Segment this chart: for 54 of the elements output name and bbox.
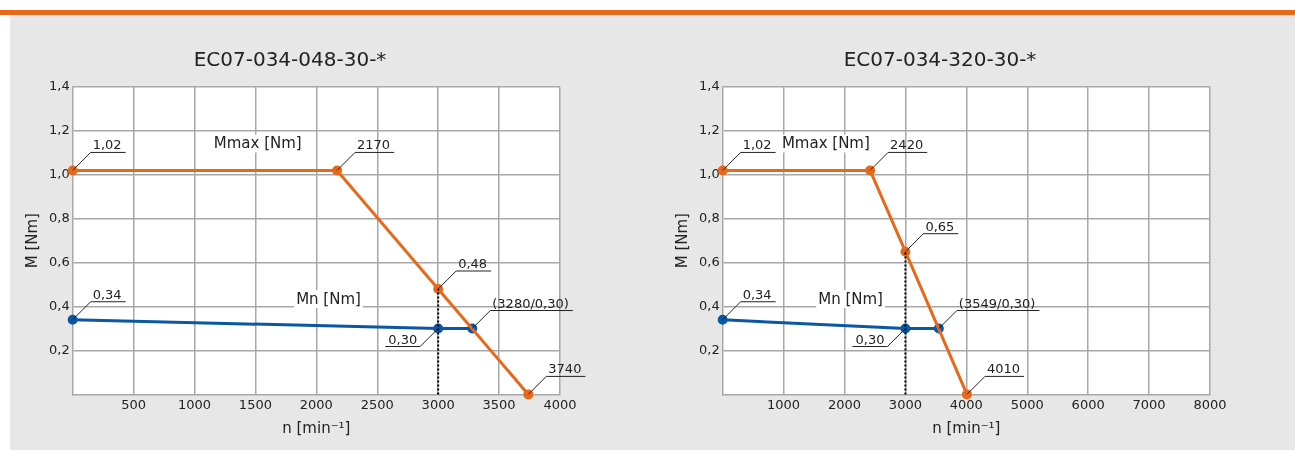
x-axis-title: n [min⁻¹] [282, 418, 351, 437]
series-label: Mmax [Nm] [781, 134, 870, 153]
x-tick-label: 2000 [299, 396, 333, 412]
data-label: (3549/0,30) [958, 295, 1036, 311]
x-tick-label: 8000 [1193, 396, 1227, 412]
data-label: 0,30 [855, 331, 885, 347]
y-tick-label: 0,8 [698, 210, 720, 226]
y-tick-label: 1,0 [698, 166, 720, 182]
y-tick-label: 0,6 [48, 254, 70, 270]
annotation: 4010 [986, 361, 1021, 377]
y-tick-label: 1,4 [698, 78, 720, 94]
y-tick-label: 0,2 [698, 341, 720, 357]
annotation: 2170 [357, 137, 391, 153]
y-tick-label: 1,2 [48, 122, 70, 138]
x-tick-label: 1000 [767, 396, 801, 412]
x-tick-label: 3000 [421, 396, 455, 412]
y-tick-label: 0,8 [48, 210, 70, 226]
data-label: 1,02 [742, 137, 772, 153]
x-tick-label: 2500 [360, 396, 394, 412]
annotation: 3740 [548, 361, 582, 377]
series-label: Mn [Nm] [818, 289, 883, 308]
series-label: Mn [Nm] [296, 289, 361, 308]
y-tick-label: 0,2 [48, 341, 70, 357]
data-label: 0,48 [458, 256, 488, 272]
series-label: Mmax [Nm] [213, 134, 302, 153]
y-axis-title: M [Nm] [672, 213, 691, 269]
data-label: 0,34 [742, 286, 772, 302]
x-tick-label: 2000 [827, 396, 862, 412]
y-tick-label: 0,4 [698, 297, 720, 313]
x-tick-label: 7000 [1132, 396, 1166, 412]
chart-title: EC07-034-048-30-* [193, 47, 387, 72]
x-tick-label: 5000 [1010, 396, 1044, 412]
data-label: 1,02 [92, 137, 122, 153]
x-tick-label: 1000 [177, 396, 212, 412]
x-tick-label: 1500 [238, 396, 272, 412]
data-label: 0,30 [388, 331, 418, 347]
data-label: 0,34 [92, 286, 122, 302]
data-label: 0,65 [925, 218, 955, 234]
y-tick-label: 1,0 [48, 166, 70, 182]
x-tick-label: 4000 [543, 396, 577, 412]
y-tick-label: 0,6 [698, 254, 720, 270]
chart-title: EC07-034-320-30-* [843, 47, 1037, 72]
x-tick-label: 3000 [888, 396, 922, 412]
x-tick-label: 500 [121, 396, 146, 412]
y-axis-title: M [Nm] [22, 213, 41, 269]
y-tick-label: 1,4 [48, 78, 70, 94]
y-tick-label: 0,4 [48, 297, 70, 313]
x-tick-label: 4000 [949, 396, 983, 412]
x-axis-title: n [min⁻¹] [932, 418, 1001, 437]
data-label: (3280/0,30) [492, 295, 569, 311]
annotation: 2420 [890, 137, 924, 153]
x-tick-label: 6000 [1071, 396, 1105, 412]
y-tick-label: 1,2 [698, 122, 720, 138]
x-tick-label: 3500 [482, 396, 516, 412]
